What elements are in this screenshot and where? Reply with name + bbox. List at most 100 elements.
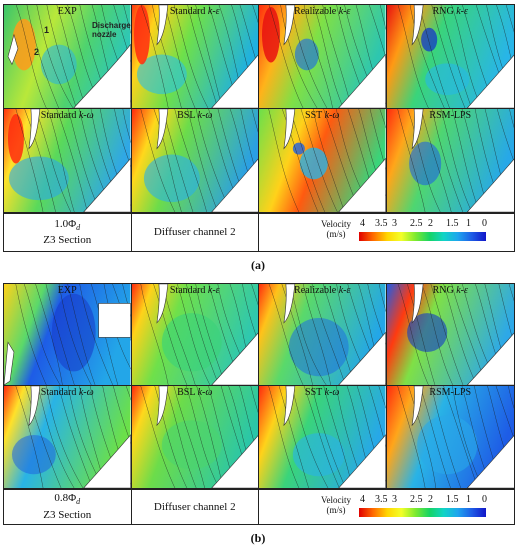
diffuser-wall: [466, 332, 514, 385]
streamline: [24, 109, 56, 212]
streamline: [140, 109, 175, 212]
streamline: [15, 109, 44, 212]
streamline: [440, 109, 472, 212]
caption-a: (a): [251, 258, 265, 272]
streamline: [23, 284, 61, 385]
flow-panel: RSM-LPS: [386, 386, 514, 489]
diffuser-wall: [338, 158, 386, 212]
blade-shape: [411, 386, 423, 427]
streamline: [369, 5, 386, 57]
streamline: [440, 5, 472, 108]
streamline: [185, 386, 219, 488]
streamline: [280, 5, 318, 108]
blade-shape: [411, 109, 423, 150]
streamline: [281, 284, 313, 385]
streamline: [251, 109, 258, 135]
region-label-2: 2: [34, 47, 40, 57]
streamline: [313, 109, 345, 212]
legend-tick-label: 2: [428, 218, 433, 229]
diffuser-wall: [338, 332, 386, 385]
velocity-field-image: [386, 386, 514, 488]
flow-panel: Realizable k-ε: [259, 284, 387, 386]
streamline: [140, 386, 175, 488]
panel-title: Realizable k-ε: [294, 6, 351, 17]
legend-unit: (m/s): [326, 229, 346, 239]
streamline: [302, 284, 331, 385]
velocity-field-image: [259, 5, 386, 108]
velocity-field-image: [4, 5, 131, 108]
flow-panel: Standard k-ω: [4, 386, 132, 489]
diffuser-wall: [466, 434, 514, 488]
panel-title: RSM-LPS: [429, 110, 472, 121]
streamline: [303, 386, 340, 488]
streamline: [79, 284, 114, 385]
flow-condition-cell: 0.8Φd Z3 Section: [4, 490, 132, 524]
streamline: [173, 109, 207, 212]
channel-label: Diffuser channel 2: [132, 214, 259, 251]
flow-panel: SST k-ω: [259, 109, 387, 213]
blade-shape: [283, 109, 296, 150]
streamline: [15, 386, 44, 488]
panel-title: SST k-ω: [305, 110, 340, 121]
flow-panel: Standard k-ε: [131, 5, 259, 109]
streamline: [58, 386, 93, 488]
streamline: [397, 284, 429, 385]
streamline: [407, 386, 436, 488]
velocity-legend: Velocity (m/s) 4 3.5 3 2.5 2 1.5 1 0: [259, 490, 514, 524]
streamline: [406, 109, 441, 212]
blade-shape: [283, 5, 296, 46]
section-label: Z3 Section: [43, 508, 92, 521]
diffuser-wall: [83, 158, 131, 212]
legend-cell: Velocity (m/s) 4 3.5 3 2.5 2 1.5 1 0: [259, 490, 514, 524]
panel-title: Standard k-ε: [169, 285, 220, 296]
legend-tick-label: 3: [392, 494, 397, 505]
streamline: [406, 284, 435, 385]
streamline: [508, 284, 514, 303]
legend-colorbar: [359, 232, 486, 241]
velocity-field-image: [386, 5, 514, 108]
streamline: [239, 109, 258, 180]
blade-shape: [7, 33, 19, 66]
streamline: [122, 109, 131, 142]
streamline: [67, 284, 96, 385]
contour-region: [11, 18, 36, 71]
streamline: [508, 109, 514, 130]
flow-panel: RNG k-ε: [386, 284, 514, 386]
streamline: [164, 386, 196, 488]
panel-grid-b: EXP Standard k-ε Realizable k-ε RNG k-ε Stan…: [4, 284, 514, 489]
streamline: [420, 109, 452, 212]
diffuser-wall: [210, 54, 258, 108]
streamline: [268, 109, 300, 212]
blade-shape: [155, 386, 168, 427]
flow-rate: 1.0Φ: [54, 217, 77, 230]
streamline: [230, 5, 258, 101]
streamline: [268, 386, 300, 488]
streamline: [58, 284, 92, 385]
streamline: [485, 5, 514, 99]
diffuser-wall: [338, 54, 386, 108]
streamline: [378, 284, 386, 311]
streamline: [47, 109, 75, 212]
contour-region: [136, 54, 187, 95]
blade-shape: [155, 109, 168, 150]
velocity-field-image: [4, 109, 131, 212]
streamline: [486, 386, 514, 476]
flow-panel: BSL k-ω: [131, 386, 259, 489]
streamline: [35, 284, 63, 385]
streamline: [250, 284, 258, 307]
streamline: [313, 5, 344, 108]
streamline: [122, 284, 131, 316]
streamline: [282, 109, 319, 212]
legend-unit: (m/s): [326, 505, 346, 515]
flow-panel: Standard k-ε: [131, 284, 259, 386]
legend-tick-label: 3.5: [375, 218, 388, 229]
streamline: [278, 386, 309, 488]
legend-title: Velocity: [321, 495, 351, 505]
streamline: [430, 284, 463, 385]
diffuser-wall: [338, 434, 386, 488]
contour-region: [408, 141, 441, 186]
velocity-field-image: [386, 109, 514, 212]
blade-shape: [155, 284, 168, 324]
diffuser-wall: [466, 158, 514, 212]
streamline: [396, 109, 425, 212]
